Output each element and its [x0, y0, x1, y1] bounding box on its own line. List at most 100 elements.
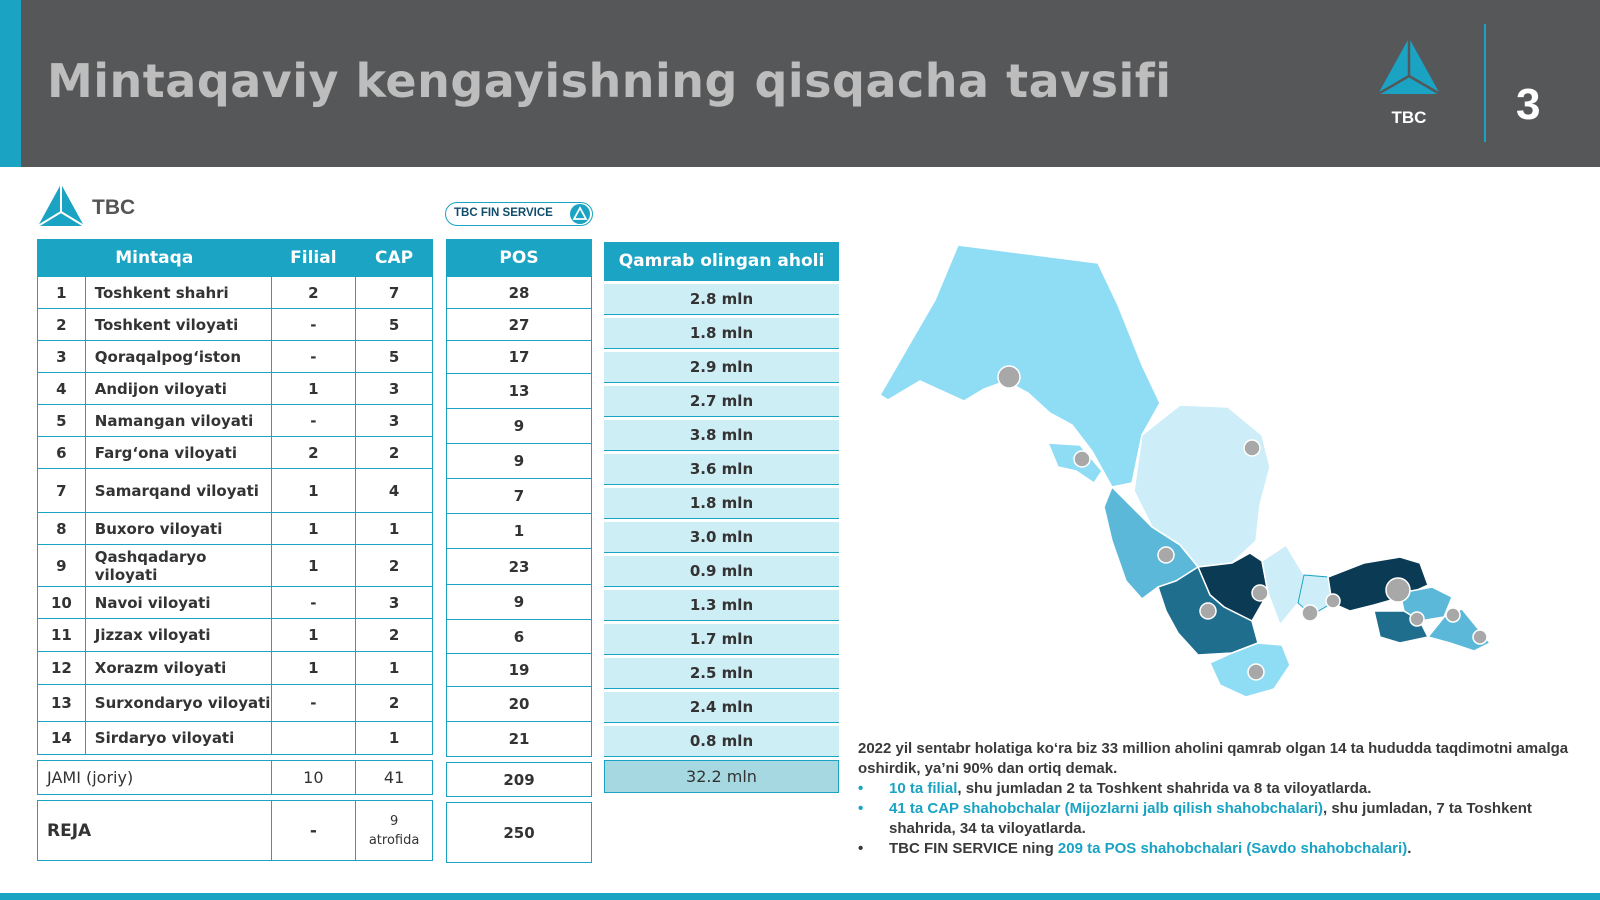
pos-count: 9 [446, 443, 592, 479]
total-filial: 10 [270, 760, 357, 795]
cap-count: 3 [355, 586, 433, 619]
pos-highlight: 209 ta POS shahobchalari (Savdo shahobch… [1057, 840, 1408, 857]
tbc-logo-text: TBC [92, 196, 136, 219]
page-title: Mintaqaviy kengayishning qisqacha tavsif… [47, 54, 1172, 108]
population-value: 2.8 mln [604, 284, 839, 315]
row-number: 10 [37, 586, 86, 619]
bullet-filial: • 10 ta filial, shu jumladan 2 ta Toshken… [858, 779, 1593, 799]
finservice-text: TBC FIN SERVICE [454, 207, 553, 219]
pos-count: 20 [446, 686, 592, 722]
cap-count: 4 [355, 468, 433, 513]
filial-count: - [270, 340, 357, 373]
region-name: Toshkent shahri [84, 276, 272, 309]
table-row: 2 Toshkent viloyati -5 [37, 308, 433, 341]
bullet-dot: • [858, 780, 864, 797]
table-row: 3 Qoraqalpog‘iston -5 [37, 340, 433, 373]
header-accent-bar [0, 0, 21, 167]
map-marker [1325, 593, 1341, 609]
pos-count: 13 [446, 373, 592, 409]
cap-count: 1 [355, 721, 433, 755]
cap-count: 2 [355, 436, 433, 469]
filial-count: 2 [270, 276, 357, 309]
population-value: 3.6 mln [604, 454, 839, 485]
plan-label: REJA [37, 800, 272, 861]
row-number: 13 [37, 684, 86, 722]
slide-header: Mintaqaviy kengayishning qisqacha tavsif… [0, 0, 1600, 167]
map-markers [997, 365, 1488, 681]
bullet-cap: • 41 ta CAP shahobchalar (Mijozlarni jalb… [858, 799, 1593, 839]
bullet-dot: • [858, 840, 864, 857]
cap-count: 7 [355, 276, 433, 309]
table-row: 12 Xorazm viloyati 1 1 [37, 651, 433, 685]
region-qoraqalpogiston [880, 245, 1161, 488]
region-name: Sirdaryo viloyati [84, 721, 272, 755]
table-row: 14 Sirdaryo viloyati 1 [37, 721, 433, 755]
header-logo-text: TBC [1391, 108, 1427, 127]
map-marker [1251, 584, 1269, 602]
region-name: Samarqand viloyati [84, 468, 272, 513]
map-marker [1301, 604, 1319, 622]
bullet-pos: • TBC FIN SERVICE ning 209 ta POS shahobc… [858, 839, 1593, 859]
population-value: 1.8 mln [604, 318, 839, 349]
region-name: Toshkent viloyati [84, 308, 272, 341]
plan-pos: 250 [446, 802, 592, 863]
page-number: 3 [1516, 80, 1541, 129]
header-cap: CAP [355, 239, 433, 277]
population-value: 2.4 mln [604, 692, 839, 723]
map-marker [1472, 629, 1488, 645]
population-value: 0.9 mln [604, 556, 839, 587]
table-row: 10 Navoi viloyati -3 [37, 586, 433, 619]
filial-highlight: 10 ta filial [889, 780, 958, 797]
total-row: JAMI (joriy) 10 41 [37, 760, 433, 795]
header-population: Qamrab olingan aholi [604, 242, 839, 281]
description-bullets: • 10 ta filial, shu jumladan 2 ta Toshken… [858, 779, 1593, 859]
filial-count: - [270, 404, 357, 437]
population-value: 0.8 mln [604, 726, 839, 757]
table-row: 5 Namangan viloyati -3 [37, 404, 433, 437]
plan-cap-value: 9 [389, 813, 399, 829]
cap-count: 3 [355, 372, 433, 405]
header-region: Mintaqa [37, 239, 272, 277]
filial-count: - [270, 684, 357, 722]
region-name: Qashqadaryo viloyati [84, 544, 272, 587]
pos-prefix: TBC FIN SERVICE ning [889, 840, 1058, 857]
map-marker [1243, 439, 1261, 457]
plan-cap: 9 atrofida [355, 800, 433, 861]
map-marker [1445, 607, 1461, 623]
table-row: 11 Jizzax viloyati 1 2 [37, 618, 433, 652]
description-intro: 2022 yil sentabr holatiga ko‘ra biz 33 m… [858, 740, 1569, 777]
table-row: 4 Andijon viloyati 1 3 [37, 372, 433, 405]
header-divider [1484, 24, 1486, 142]
table-row: 1 Toshkent shahri 2 7 [37, 276, 433, 309]
region-name: Qoraqalpog‘iston [84, 340, 272, 373]
pos-count: 28 [446, 276, 592, 309]
cap-count: 1 [355, 512, 433, 545]
map-marker [1157, 546, 1175, 564]
total-population: 32.2 mln [604, 760, 839, 793]
row-number: 5 [37, 404, 86, 437]
population-value: 2.5 mln [604, 658, 839, 689]
total-label: JAMI (joriy) [37, 760, 272, 795]
header-filial: Filial [270, 239, 357, 277]
header-pos: POS [446, 239, 592, 277]
row-number: 6 [37, 436, 86, 469]
bullet-dot: • [858, 800, 864, 817]
pos-count: 1 [446, 513, 592, 549]
region-name: Buxoro viloyati [84, 512, 272, 545]
pos-table: POS 28 27 17 13 9 9 7 1 23 9 6 19 20 21 … [446, 239, 592, 863]
region-name: Jizzax viloyati [84, 618, 272, 652]
region-name: Navoi viloyati [84, 586, 272, 619]
cap-text: , shu jumladan, 7 ta Toshkent shahrida, … [889, 800, 1532, 837]
tbc-triangle-logo-icon [1377, 38, 1441, 96]
pos-count: 7 [446, 478, 592, 514]
population-value: 3.8 mln [604, 420, 839, 451]
row-number: 11 [37, 618, 86, 652]
table-row: 6 Farg‘ona viloyati 2 2 [37, 436, 433, 469]
map-marker [1385, 577, 1411, 603]
filial-count: - [270, 586, 357, 619]
pos-count: 6 [446, 619, 592, 654]
cap-count: 3 [355, 404, 433, 437]
row-number: 14 [37, 721, 86, 755]
description: 2022 yil sentabr holatiga ko‘ra biz 33 m… [858, 739, 1593, 859]
